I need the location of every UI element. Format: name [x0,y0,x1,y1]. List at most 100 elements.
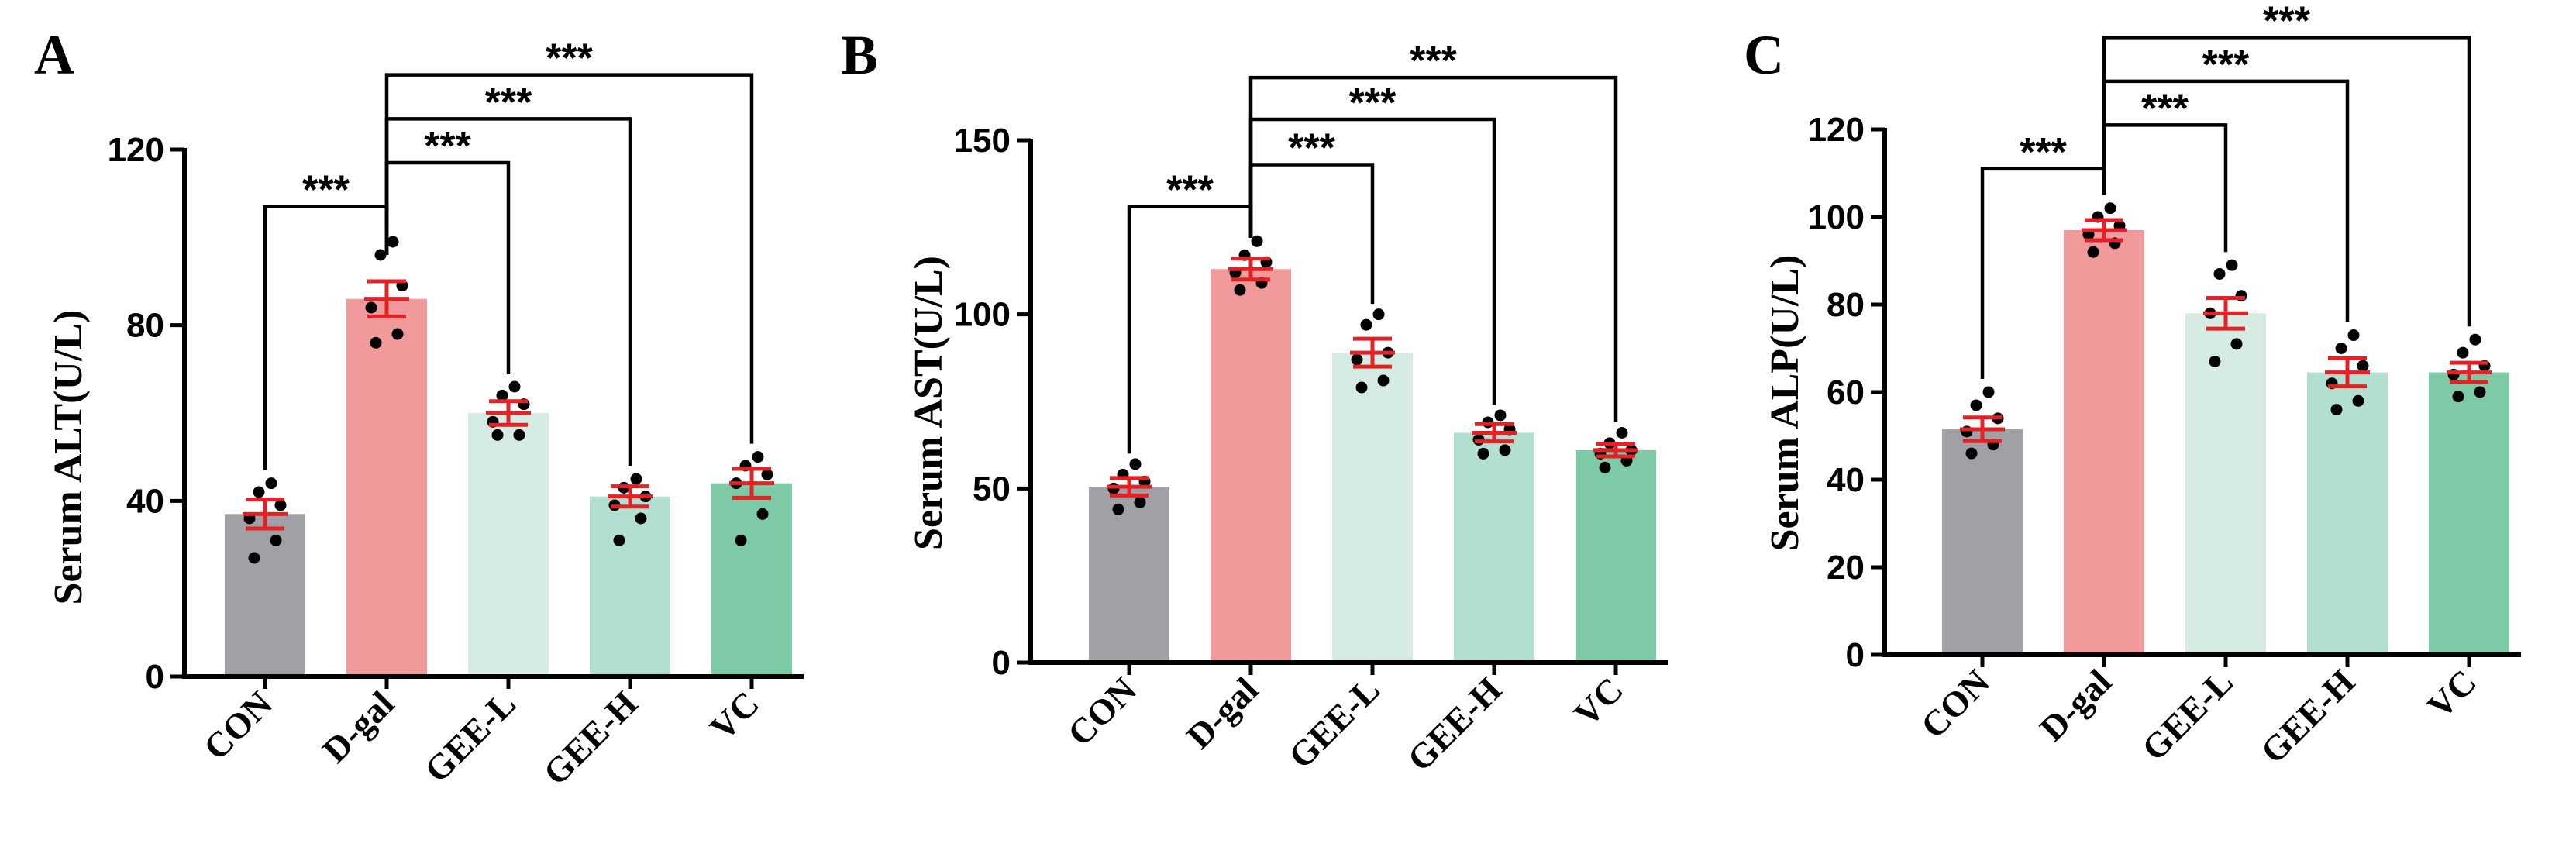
data-point [2213,267,2226,280]
significance-label: *** [1166,167,1214,212]
error-bar [364,279,409,318]
x-tick-label-con: CON [1913,662,1997,745]
data-point [270,534,282,546]
error-bar [2203,296,2248,331]
significance-bracket [1248,75,1618,422]
data-point [1251,235,1263,247]
data-point [1234,284,1246,296]
data-point [370,336,382,349]
error-bar [1107,476,1152,498]
significance-label: *** [2141,86,2189,131]
error-bar [2082,218,2127,243]
data-point [1372,308,1385,321]
data-point [2230,338,2243,350]
significance-label: *** [1288,126,1335,170]
data-point [756,508,769,520]
y-tick-label: 100 [954,296,1011,334]
y-tick-label: 80 [126,307,164,345]
error-bar [243,498,288,531]
error-bar [1593,442,1638,459]
error-bar [2325,356,2370,389]
bar-gee-h [2307,372,2388,655]
bar-con [1089,487,1169,663]
data-point [1599,461,1611,473]
data-point [761,468,773,480]
x-tick-label-gee-h: GEE-H [536,683,645,793]
panel-letter-c: C [1744,24,1784,86]
panel-a: A Serum ALT(U/L) 0 40 80 120 CON D-gal GEE-L GE… [34,24,804,793]
data-point [1134,496,1146,508]
panel-c: C Serum ALP(U/L) 0 20 40 60 80 100 120 CON D-gal… [1744,0,2521,771]
panel-letter-b: B [841,24,878,86]
y-tick-label: 20 [1827,549,1865,587]
bar-d-gal [346,298,427,677]
data-point [1360,318,1372,331]
data-point [2457,346,2469,359]
data-point [2352,394,2364,407]
error-bar [1960,415,2005,443]
data-point [1351,353,1363,366]
data-point [1970,399,1982,411]
data-point [387,236,399,248]
error-bar [2447,360,2492,384]
significance-label: *** [1410,39,1457,84]
error-bar [1228,257,1273,282]
x-tick-label-d-gal: D-gal [1179,670,1266,756]
bar-gee-l [468,413,549,677]
x-tick-label-con: CON [1060,670,1144,753]
data-point [491,429,504,441]
data-point [2469,333,2481,346]
significance-label: *** [485,80,532,125]
x-tick-label-vc: VC [1566,670,1631,734]
x-tick-label-gee-h: GEE-H [2253,662,2362,771]
data-point [2330,404,2343,416]
y-tick-label: 60 [1827,374,1865,411]
data-point [513,429,525,441]
data-point [2087,246,2099,258]
bar-gee-l [2185,313,2266,655]
y-tick-label: 80 [1827,286,1865,324]
data-point [374,249,387,261]
x-tick-label-vc: VC [2419,662,2484,726]
data-point [508,380,521,393]
error-bar [729,467,774,500]
y-tick-label: 100 [1808,198,1865,236]
bar-con [1942,429,2023,655]
y-axis-title-alt: Serum ALT(U/L) [46,310,91,605]
y-tick-label: 50 [973,470,1011,508]
error-bar [1350,336,1395,369]
data-point [2209,355,2221,367]
panel-b: B Serum AST(U/L) 0 50 100 150 CON D-gal GEE-L G… [841,24,1668,779]
y-tick-label: 0 [1846,636,1865,674]
significance-label: *** [424,124,471,169]
panel-letter-a: A [34,24,74,86]
data-point [1499,444,1511,456]
data-point [1377,374,1390,387]
data-point [2347,329,2360,342]
data-point [2104,202,2116,215]
y-axis-title-ast: Serum AST(U/L) [907,256,951,550]
data-point [1965,447,1978,460]
data-point [2357,360,2369,372]
data-point [253,486,265,498]
significance-label: *** [2263,0,2310,43]
data-point [1112,503,1124,515]
bar-vc [711,483,792,677]
x-tick-label-gee-l: GEE-L [2134,662,2240,768]
x-tick-label-con: CON [196,683,280,767]
x-tick-label-d-gal: D-gal [2032,662,2119,749]
data-point [265,477,277,490]
data-point [2226,259,2238,271]
data-point [248,552,260,564]
significance-label: *** [2202,43,2250,88]
y-tick-label: 0 [992,644,1011,682]
data-point [1355,381,1368,394]
bar-gee-l [1332,353,1413,663]
data-point [365,301,377,314]
significance-label: *** [302,168,350,213]
x-tick-label-d-gal: D-gal [315,683,401,770]
x-tick-label-gee-l: GEE-L [417,683,523,790]
y-tick-label: 150 [954,122,1011,160]
significance-label: *** [546,36,593,81]
